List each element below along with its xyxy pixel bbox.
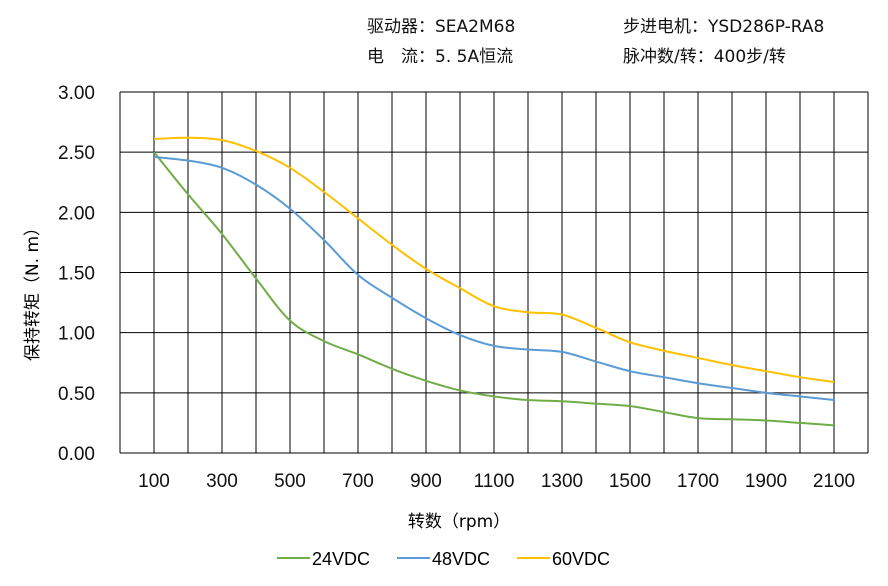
series-line-60VDC: [153, 136, 835, 383]
x-tick-label: 1100: [474, 471, 515, 492]
x-tick-label: 100: [138, 471, 170, 492]
x-tick-label: 500: [274, 471, 306, 492]
y-tick-label: 2.00: [58, 203, 95, 224]
x-tick-label: 1700: [677, 471, 719, 492]
y-tick-label: 1.50: [58, 264, 95, 285]
y-tick-label: 0.00: [58, 444, 95, 465]
current-label: 电 流：5. 5A恒流: [367, 47, 514, 67]
legend-label: 60VDC: [552, 549, 610, 569]
motor-label: 步进电机：YSD286P-RA8: [623, 17, 825, 37]
y-tick-label: 3.00: [58, 83, 95, 104]
driver-label: 驱动器：SEA2M68: [367, 17, 516, 37]
series-line-24VDC: [153, 151, 835, 427]
x-tick-label: 1900: [745, 471, 787, 492]
x-tick-label: 700: [342, 471, 374, 492]
pulses-label: 脉冲数/转：400步/转: [623, 47, 786, 67]
y-tick-label: 2.50: [58, 143, 95, 164]
x-tick-label: 900: [410, 471, 442, 492]
series-line-48VDC: [153, 155, 835, 402]
x-tick-label: 2100: [813, 471, 855, 492]
x-tick-label: 1300: [541, 471, 583, 492]
y-axis-label: 保持转矩（N. m）: [23, 219, 43, 361]
y-tick-label: 1.00: [58, 324, 95, 345]
legend-label: 24VDC: [312, 549, 370, 569]
x-tick-label: 1500: [609, 471, 651, 492]
legend-label: 48VDC: [432, 549, 490, 569]
x-axis-label: 转数（rpm）: [408, 512, 510, 532]
y-tick-label: 0.50: [58, 384, 95, 405]
x-tick-label: 300: [206, 471, 238, 492]
